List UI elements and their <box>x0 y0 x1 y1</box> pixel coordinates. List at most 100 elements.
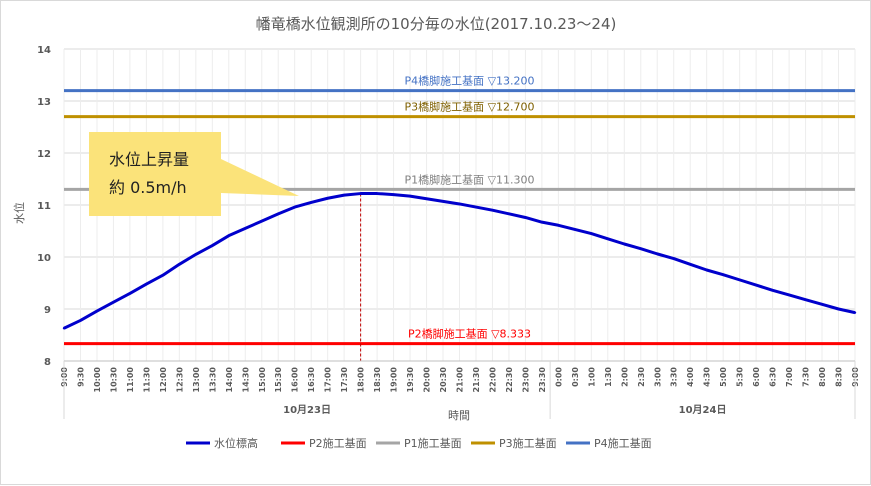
reference-label: P4橋脚施工基面 ▽13.200 <box>404 74 534 88</box>
data-point <box>705 268 708 272</box>
x-tick-label: 8:30 <box>835 367 844 387</box>
data-point <box>62 327 66 330</box>
data-point <box>540 220 544 224</box>
x-tick-label: 1:00 <box>587 367 596 387</box>
x-tick-label: 20:30 <box>439 367 448 393</box>
x-axis-label: 時間 <box>448 409 470 422</box>
x-tick-label: 6:00 <box>752 367 761 387</box>
x-tick-label: 3:00 <box>653 367 662 387</box>
data-point <box>293 205 296 209</box>
data-point <box>721 273 725 276</box>
data-point <box>260 219 263 223</box>
y-tick-label: 13 <box>37 97 51 108</box>
x-tick-label: 15:30 <box>274 367 283 393</box>
y-tick-label: 14 <box>37 45 51 56</box>
x-tick-label: 4:30 <box>703 367 712 387</box>
data-point <box>375 192 379 195</box>
x-tick-label: 16:30 <box>307 367 316 393</box>
x-tick-label: 6:30 <box>769 367 778 387</box>
legend-label: P3施工基面 <box>499 437 557 450</box>
data-point <box>853 311 857 314</box>
x-tick-label: 5:30 <box>736 367 745 387</box>
x-tick-label: 11:30 <box>142 367 151 393</box>
reference-label: P1橋脚施工基面 ▽11.300 <box>404 172 534 186</box>
x-tick-label: 12:00 <box>159 367 168 393</box>
data-point <box>656 252 659 256</box>
data-point <box>606 237 610 240</box>
legend-label: P1施工基面 <box>404 437 462 450</box>
reference-label: P3橋脚施工基面 ▽12.700 <box>404 100 534 114</box>
data-point <box>491 209 494 212</box>
data-point <box>244 227 247 230</box>
data-point <box>820 303 824 306</box>
data-point <box>359 192 362 195</box>
data-point <box>326 197 329 200</box>
data-point <box>277 212 280 216</box>
legend-label: P2施工基面 <box>309 437 367 450</box>
x-tick-label: 13:30 <box>208 367 217 393</box>
data-point <box>639 247 642 250</box>
x-tick-label: 22:00 <box>488 367 497 393</box>
data-point <box>837 307 840 311</box>
date-label: 10月24日 <box>679 404 727 416</box>
data-point <box>458 202 461 206</box>
callout-pointer <box>221 159 299 196</box>
data-point <box>738 278 741 282</box>
date-label: 10月23日 <box>283 404 331 416</box>
x-axis-ticks: 9:009:3010:0010:3011:0011:3012:0012:3013… <box>60 360 860 393</box>
y-tick-label: 8 <box>44 357 51 368</box>
x-tick-label: 12:30 <box>175 367 184 393</box>
x-tick-label: 0:30 <box>571 367 580 387</box>
data-point <box>557 224 560 227</box>
x-tick-label: 22:30 <box>505 367 514 393</box>
x-tick-label: 17:30 <box>340 367 349 393</box>
data-point <box>95 309 99 313</box>
x-tick-label: 10:00 <box>93 367 102 393</box>
y-tick-label: 10 <box>37 253 51 264</box>
x-tick-label: 16:00 <box>291 367 300 393</box>
x-tick-label: 18:30 <box>373 367 382 393</box>
y-axis-ticks: 8 9 10 11 12 13 14 <box>37 45 51 368</box>
data-point <box>573 228 577 231</box>
reference-labels: P4橋脚施工基面 ▽13.200 P3橋脚施工基面 ▽12.700 P1橋脚施工基面… <box>404 74 534 341</box>
data-point <box>392 193 395 196</box>
data-point <box>804 298 807 301</box>
date-labels: 10月23日 10月24日 <box>63 361 856 419</box>
x-tick-label: 7:30 <box>802 367 811 387</box>
annotation-line-2: 約 0.5m/h <box>109 178 187 197</box>
data-point <box>145 282 148 286</box>
data-point <box>79 319 82 322</box>
x-tick-label: 14:00 <box>225 367 234 393</box>
x-tick-label: 7:00 <box>785 367 794 387</box>
x-tick-label: 13:00 <box>192 367 201 393</box>
data-point <box>441 200 445 203</box>
x-tick-label: 2:30 <box>637 367 646 387</box>
data-point <box>623 242 626 246</box>
x-tick-label: 20:00 <box>423 367 432 393</box>
x-tick-label: 11:00 <box>126 367 135 393</box>
x-tick-label: 23:00 <box>521 367 530 393</box>
x-tick-label: 8:00 <box>818 367 827 387</box>
data-point <box>590 232 593 235</box>
data-point <box>425 197 428 200</box>
y-tick-label: 11 <box>37 201 51 212</box>
x-tick-label: 2:00 <box>620 367 629 387</box>
x-tick-label: 10:30 <box>109 367 118 393</box>
data-point <box>342 193 346 197</box>
y-tick-label: 12 <box>37 149 51 160</box>
chart-title: 幡竜橋水位観測所の10分毎の水位(2017.10.23～24) <box>256 15 617 33</box>
data-point <box>474 205 478 209</box>
reference-label: P2橋脚施工基面 ▽8.333 <box>408 327 531 341</box>
data-point <box>672 257 675 260</box>
data-point <box>194 253 198 256</box>
x-tick-label: 1:30 <box>604 367 613 387</box>
data-point <box>408 194 412 198</box>
data-point <box>507 212 511 216</box>
data-point <box>128 292 132 295</box>
x-tick-label: 4:00 <box>686 367 695 387</box>
data-point <box>309 201 313 204</box>
x-tick-label: 0:00 <box>554 367 563 387</box>
x-tick-label: 21:00 <box>456 367 465 393</box>
